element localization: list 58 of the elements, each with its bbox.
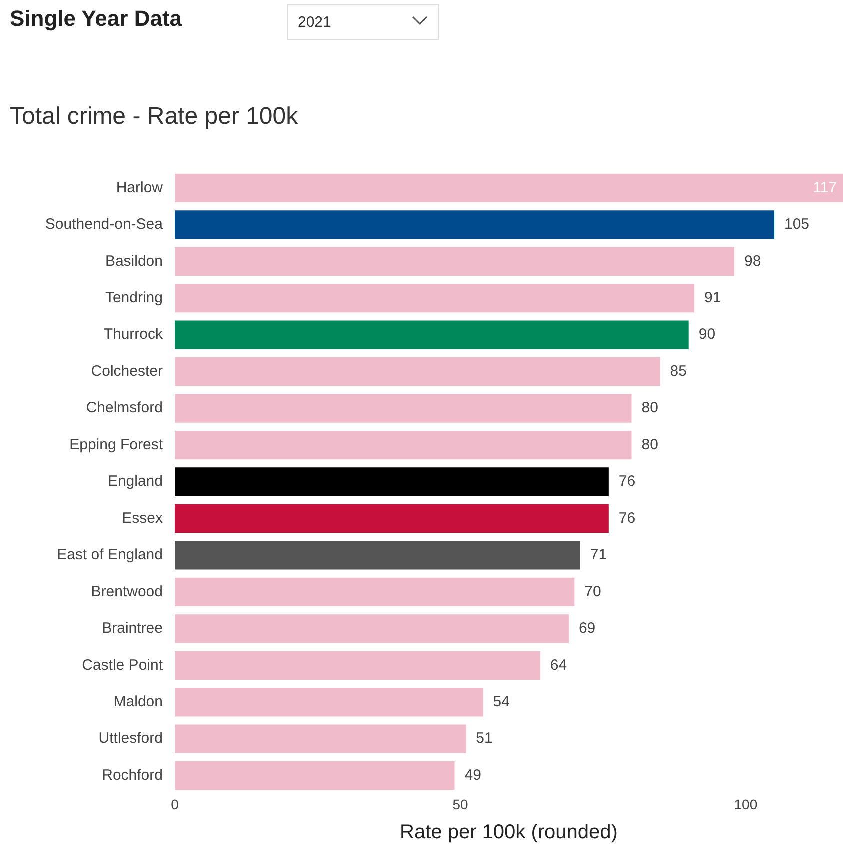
data-label: 69 bbox=[578, 620, 596, 638]
y-tick-label: Castle Point bbox=[82, 656, 164, 674]
chart-title: Total crime - Rate per 100k bbox=[10, 103, 300, 130]
data-label: 64 bbox=[550, 656, 568, 674]
data-label: 117 bbox=[813, 179, 837, 196]
x-tick-label: 50 bbox=[452, 796, 468, 812]
bar bbox=[175, 651, 540, 680]
data-label: 80 bbox=[642, 436, 658, 454]
y-tick-label: Uttlesford bbox=[98, 730, 163, 748]
y-tick-label: Colchester bbox=[91, 362, 163, 380]
y-tick-label: Epping Forest bbox=[70, 436, 164, 454]
bar bbox=[175, 578, 575, 607]
y-tick-label: Chelmsford bbox=[86, 400, 163, 417]
y-tick-label: Basildon bbox=[105, 252, 163, 270]
bar bbox=[175, 762, 455, 790]
bar bbox=[175, 174, 843, 202]
data-label: 54 bbox=[493, 694, 510, 711]
bar bbox=[175, 320, 689, 350]
bar bbox=[175, 430, 632, 460]
y-tick-label: England bbox=[108, 473, 163, 490]
data-label: 105 bbox=[784, 216, 810, 234]
text: Single Year Data bbox=[10, 6, 182, 32]
text: 2021 bbox=[287, 4, 439, 40]
x-tick-label: 0 bbox=[171, 796, 180, 812]
y-tick-label: Brentwood bbox=[91, 583, 163, 600]
data-label: 76 bbox=[618, 510, 636, 527]
data-label: 70 bbox=[584, 583, 602, 600]
y-tick-label: Harlow bbox=[116, 179, 164, 196]
data-label: 85 bbox=[670, 362, 687, 380]
data-label: 91 bbox=[704, 289, 722, 306]
bar bbox=[175, 688, 484, 717]
bar bbox=[175, 724, 466, 754]
y-tick-label: Tendring bbox=[105, 289, 163, 306]
bar bbox=[175, 504, 609, 534]
bar bbox=[175, 394, 632, 423]
y-tick-label: East of England bbox=[57, 546, 163, 564]
y-tick-label: Essex bbox=[122, 510, 164, 527]
y-tick-label: Southend-on-Sea bbox=[45, 216, 164, 234]
bar bbox=[175, 614, 569, 644]
x-tick-label: 100 bbox=[734, 796, 758, 812]
data-label: 49 bbox=[464, 766, 482, 784]
data-label: 51 bbox=[476, 730, 493, 748]
data-label: 76 bbox=[618, 473, 636, 490]
data-label: 80 bbox=[642, 400, 658, 417]
y-tick-label: Maldon bbox=[114, 694, 163, 711]
y-tick-label: Thurrock bbox=[104, 326, 164, 344]
bar bbox=[175, 468, 609, 496]
bar bbox=[175, 541, 580, 570]
y-tick-label: Rochford bbox=[102, 766, 163, 784]
x-axis-title: Rate per 100k (rounded) bbox=[400, 822, 618, 844]
bar bbox=[175, 357, 660, 386]
bar bbox=[175, 284, 695, 313]
bar bbox=[175, 247, 735, 276]
data-label: 71 bbox=[590, 546, 608, 564]
y-tick-label: Braintree bbox=[102, 620, 163, 638]
data-label: 98 bbox=[744, 252, 762, 270]
data-label: 90 bbox=[698, 326, 716, 344]
bar bbox=[175, 210, 774, 240]
